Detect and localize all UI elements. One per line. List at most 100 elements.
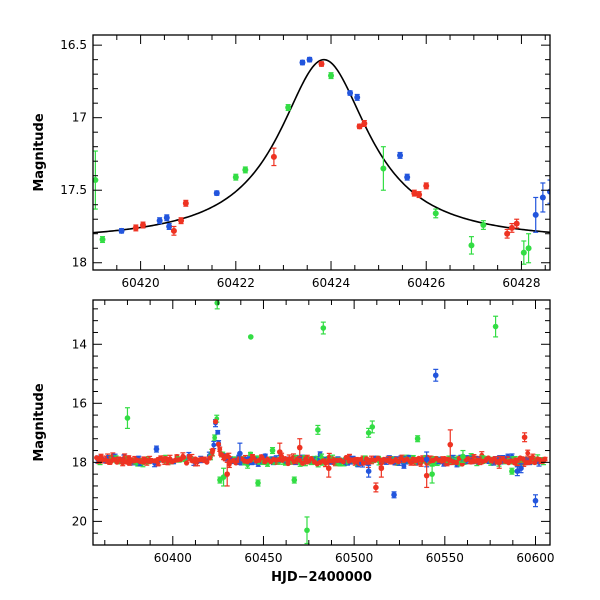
data-point-s0 [397,152,404,159]
data-point-outlier-1 [432,372,439,379]
data-point-s2 [529,455,535,461]
data-point-s1 [270,153,277,160]
data-point-outlier-2 [447,441,454,448]
plot-area-0 [93,56,550,265]
data-point-s1 [361,120,368,127]
data-point-outlier-1 [365,468,372,475]
data-point-s2 [525,245,532,252]
data-point-s0 [118,227,125,234]
x-tick-label: 60422 [217,276,255,290]
data-point-outlier-0 [315,427,321,433]
data-point-s2 [259,454,265,461]
data-point-outlier-1 [532,497,539,504]
data-point-outlier-2 [276,449,283,455]
data-point-outlier-0 [365,430,372,436]
data-point-outlier-0 [214,300,221,306]
data-point-outlier-1 [237,450,243,457]
data-point-s2 [186,454,193,460]
data-point-outlier-0 [291,477,298,483]
data-point-s0 [404,174,411,181]
data-point-outlier-2 [423,472,430,479]
data-point-s1 [356,123,363,130]
data-point-outlier-2 [496,459,503,466]
data-point-outlier-1 [514,468,521,475]
data-point-s0 [299,59,306,66]
y-tick-label: 20 [72,514,87,528]
data-point-s0 [166,223,173,230]
data-point-s0 [354,94,361,101]
data-point-s1 [132,224,139,231]
data-point-s0 [539,194,546,201]
top-panel: 60420 60422 60424 60426 60428 16.5 17 17.5 18 Mag… [32,34,551,290]
data-point-outlier-0 [320,325,327,331]
data-point-outlier-1 [391,492,397,498]
data-point-s1 [411,190,418,197]
data-point-outlier-2 [224,471,230,477]
data-point-s2 [480,222,487,229]
x-tick-label: 60550 [426,551,464,565]
x-tick-label: 60450 [244,551,282,565]
data-point-s2 [250,454,256,461]
data-point-s0 [156,217,163,224]
data-point-s1 [504,230,511,237]
y-tick-label: 18 [72,455,87,469]
x-tick-label: 60500 [335,551,373,565]
data-point-s2 [432,210,439,217]
data-point-outlier-2 [378,465,385,472]
data-point-s1 [182,200,189,207]
data-point-outlier-2 [296,444,303,451]
data-point-s2 [453,459,460,466]
data-point-s2 [282,456,288,462]
data-point-s0 [306,56,313,63]
data-point-s2 [491,456,497,462]
data-point-s2 [93,177,99,184]
data-point-outlier-2 [373,484,379,491]
x-tick-label: 60420 [122,276,160,290]
data-point-s2 [468,242,475,249]
data-point-outlier-0 [304,527,310,534]
data-point-outlier-0 [269,447,276,454]
data-point-outlier-0 [247,334,254,340]
data-point-s1 [139,222,146,229]
data-point-s2 [215,441,222,447]
data-point-s2 [285,104,292,111]
data-point-s1 [170,227,177,234]
data-point-s2 [204,459,210,465]
data-point-s2 [210,447,216,453]
data-point-s2 [99,236,106,243]
data-point-outlier-1 [153,446,160,452]
data-point-outlier-0 [460,453,466,460]
data-point-s0 [347,90,354,97]
data-point-s2 [181,454,187,460]
data-point-s2 [380,165,387,172]
x-tick-label: 60400 [154,551,192,565]
data-point-s2 [520,456,526,462]
bottom-panel: 60400 60450 60500 60550 60600 14 16 18 20 Magnitu… [32,299,555,585]
data-point-s2 [183,460,190,466]
data-point-outlier-1 [423,456,430,463]
data-point-s2 [540,458,547,464]
x-axis-title: HJD−2400000 [271,570,372,585]
data-point-s2 [532,459,538,466]
data-point-s0 [213,190,220,197]
data-point-s2 [212,419,219,425]
data-point-s0 [212,435,218,441]
data-point-s1 [318,61,325,68]
data-point-s1 [178,217,185,224]
x-tick-label: 60424 [312,276,350,290]
y-axis-title: Magnitude [32,383,47,462]
data-point-s1 [401,463,407,469]
data-point-outlier-0 [509,468,515,475]
plot-area-1 [94,300,548,545]
data-point-s2 [360,460,367,466]
data-point-s1 [508,224,515,231]
data-point-s0 [163,214,170,221]
data-point-s1 [215,429,221,435]
data-point-outlier-0 [124,415,131,421]
data-point-s2 [300,460,306,466]
data-point-outlier-0 [255,480,261,486]
data-point-s2 [217,446,223,452]
y-tick-label: 17 [72,111,87,125]
data-point-s2 [526,459,532,466]
